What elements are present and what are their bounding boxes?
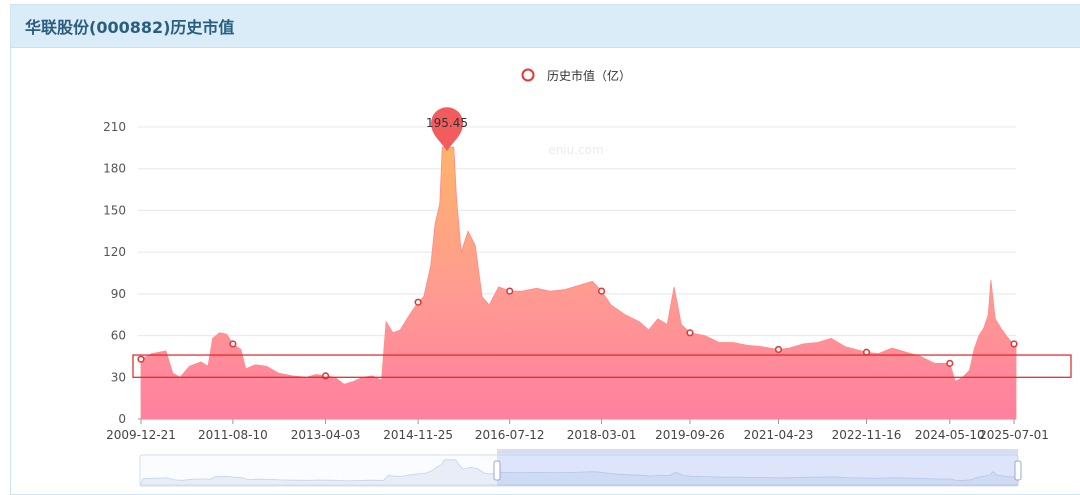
watermark: eniu.com [548, 143, 603, 157]
data-point-marker[interactable] [1010, 340, 1018, 348]
zoom-range-bar[interactable] [497, 449, 1018, 455]
y-tick-label: 150 [103, 203, 126, 217]
y-tick-label: 30 [111, 370, 126, 384]
data-point-marker[interactable] [597, 287, 606, 295]
zoom-handle-left[interactable] [493, 460, 501, 481]
panel-header: 华联股份(000882)历史市值 [11, 5, 1080, 48]
zoom-selected-range[interactable] [497, 455, 1018, 486]
data-point-marker[interactable] [229, 340, 237, 348]
x-tick-label: 2011-08-10 [198, 428, 268, 442]
legend[interactable]: 历史市值（亿） [521, 68, 632, 83]
legend-marker-icon [521, 68, 535, 82]
x-tick-label: 2024-05-10 [915, 428, 985, 442]
data-point-marker[interactable] [862, 348, 871, 356]
y-tick-label: 60 [111, 329, 126, 343]
data-point-marker[interactable] [774, 345, 783, 354]
data-point-marker[interactable] [686, 329, 694, 337]
legend-label: 历史市值（亿） [547, 68, 631, 83]
data-point-marker[interactable] [137, 355, 145, 363]
highlight-band [132, 354, 1072, 378]
data-point-marker[interactable] [414, 298, 422, 306]
x-tick-label: 2022-11-16 [832, 428, 902, 442]
x-tick-label: 2013-04-03 [291, 428, 361, 442]
y-tick-label: 210 [103, 120, 126, 134]
y-tick-label: 90 [111, 287, 126, 301]
zoom-handle-right[interactable] [1014, 460, 1022, 481]
x-tick-label: 2018-03-01 [567, 428, 637, 442]
y-tick-label: 120 [103, 245, 126, 259]
x-tick-label: 2009-12-21 [106, 428, 176, 442]
x-tick-label: 2016-07-12 [475, 428, 545, 442]
zoom-overview-area [139, 459, 1019, 486]
max-value-label: 195.45 [426, 116, 468, 130]
x-tick-label: 2025-07-01 [979, 428, 1049, 442]
y-tick-label: 0 [118, 412, 126, 426]
max-value-pin[interactable] [431, 107, 464, 152]
data-point-marker[interactable] [946, 359, 954, 367]
x-tick-label: 2014-11-25 [383, 428, 453, 442]
panel-title: 华联股份(000882)历史市值 [25, 18, 235, 37]
x-tick-label: 2021-04-23 [744, 428, 814, 442]
x-tick-label: 2019-09-26 [655, 428, 725, 442]
data-point-marker[interactable] [506, 287, 514, 295]
series-area [140, 146, 1017, 420]
y-tick-label: 180 [103, 162, 126, 176]
